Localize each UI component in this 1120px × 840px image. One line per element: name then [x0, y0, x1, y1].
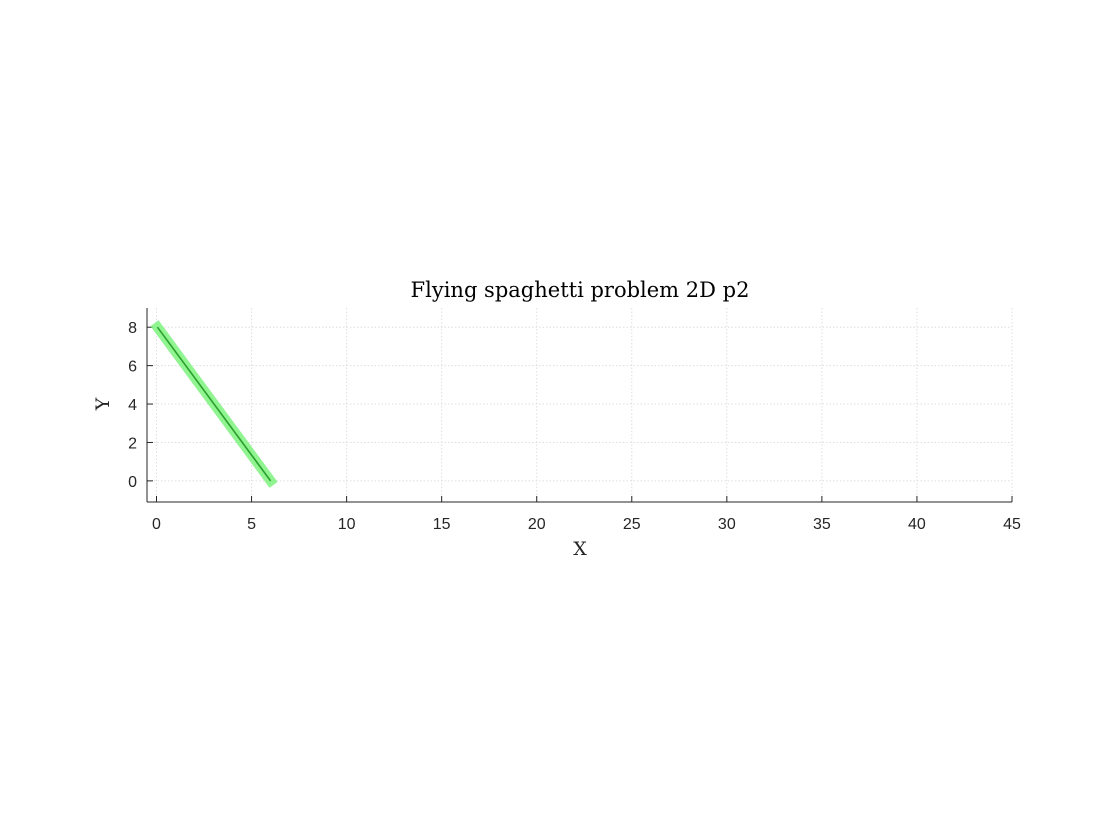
y-tick-label-0: 0 — [128, 474, 137, 491]
x-tick-label-1: 5 — [247, 516, 256, 533]
x-tick-label-5: 25 — [623, 516, 641, 533]
x-tick-label-6: 30 — [718, 516, 736, 533]
y-tick-label-4: 8 — [128, 320, 137, 337]
series-0-line — [156, 326, 272, 482]
x-tick-label-7: 35 — [813, 516, 831, 533]
x-tick-label-0: 0 — [152, 516, 161, 533]
x-tick-label-9: 45 — [1003, 516, 1021, 533]
x-axis-label: X — [573, 538, 587, 560]
grid — [147, 308, 1013, 502]
y-tick-label-1: 2 — [128, 435, 137, 452]
chart-title: Flying spaghetti problem 2D p2 — [411, 278, 750, 302]
axes: 0 5 10 15 20 25 30 35 40 45 0 2 4 6 8 — [128, 308, 1021, 533]
x-tick-label-4: 20 — [528, 516, 546, 533]
x-tick-label-2: 10 — [338, 516, 356, 533]
x-tick-label-3: 15 — [433, 516, 451, 533]
x-tick-label-8: 40 — [908, 516, 926, 533]
y-axis-label: Y — [92, 397, 114, 411]
y-tick-label-3: 6 — [128, 359, 137, 376]
series-layer — [150, 320, 278, 488]
y-tick-label-2: 4 — [128, 397, 137, 414]
